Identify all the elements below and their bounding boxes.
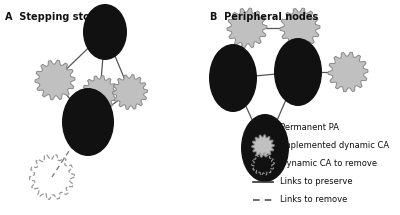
Text: Permanent PA: Permanent PA [280,123,339,132]
Polygon shape [280,8,320,48]
Text: A  Stepping stones: A Stepping stones [5,12,109,22]
Polygon shape [35,60,75,100]
Ellipse shape [255,118,271,138]
Polygon shape [82,76,118,110]
Polygon shape [252,135,274,157]
Text: Links to preserve: Links to preserve [280,178,353,186]
Ellipse shape [274,38,322,106]
Ellipse shape [209,44,257,112]
Polygon shape [227,8,267,48]
Text: Implemented dynamic CA: Implemented dynamic CA [280,141,389,150]
Ellipse shape [62,88,114,156]
Ellipse shape [241,114,289,182]
Text: Links to remove: Links to remove [280,195,347,204]
Polygon shape [112,75,148,109]
Text: B  Peripheral nodes: B Peripheral nodes [210,12,318,22]
Ellipse shape [83,4,127,60]
Polygon shape [328,52,368,92]
Text: Dynamic CA to remove: Dynamic CA to remove [280,160,377,169]
